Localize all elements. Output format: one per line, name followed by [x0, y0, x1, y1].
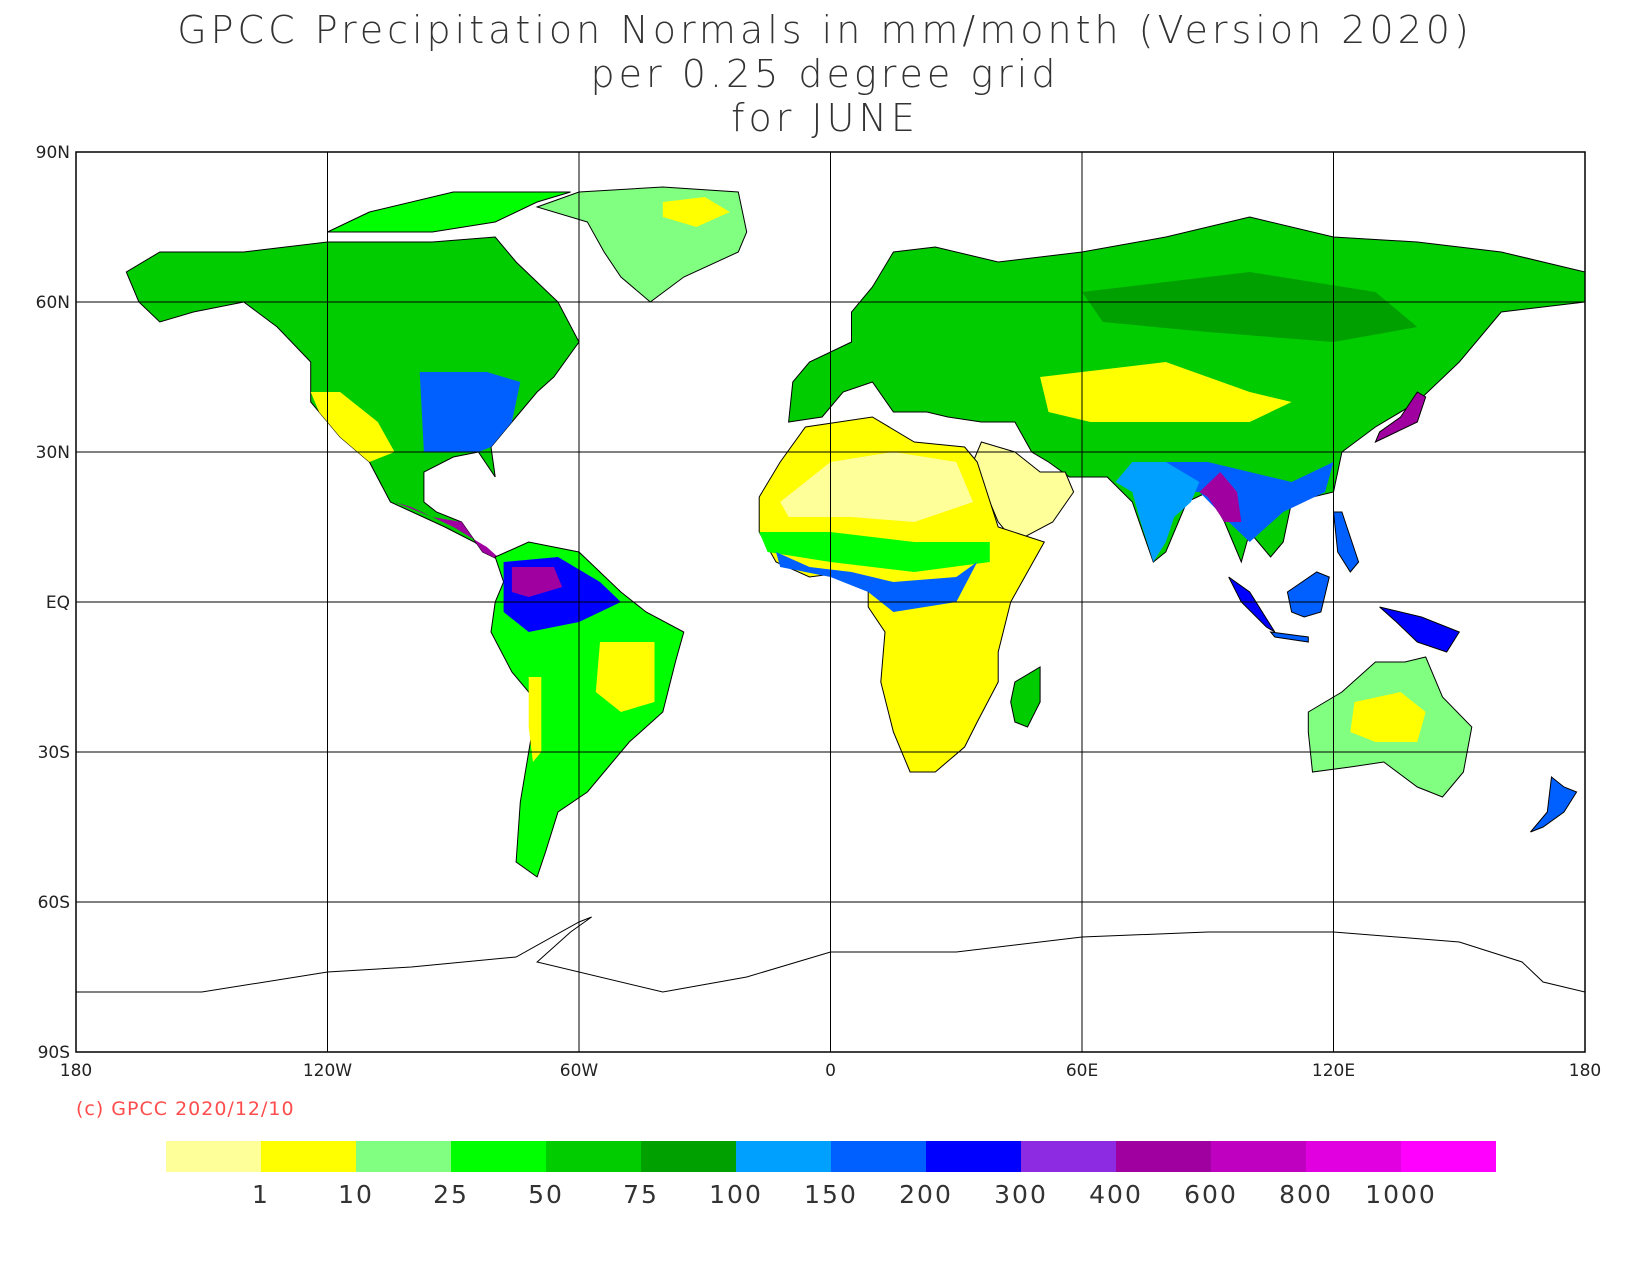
colombia-very-wet	[511, 567, 563, 597]
lon-tick-label: 0	[825, 1061, 836, 1081]
colorbar-label: 75	[623, 1180, 659, 1209]
colorbar-labels: 1 10 25 50 75 100 150 200 300 400 600 800 1000	[166, 1180, 1496, 1210]
lat-tick-label: 90S	[38, 1043, 70, 1063]
axis-tick-labels: 180 120W 60W 0 60E 120E 180 90N 60N 30N EQ 30S 60S 90…	[36, 143, 1602, 1081]
java-land	[1269, 631, 1309, 643]
map-title: GPCC Precipitation Normals in mm/month (…	[0, 8, 1650, 140]
colorbar-segment	[356, 1141, 451, 1172]
colorbar-label: 600	[1184, 1180, 1238, 1209]
equatorial-africa-wet	[776, 552, 978, 612]
precipitation-map: 180 120W 60W 0 60E 120E 180 90N 60N 30N EQ 30S 60S 90…	[36, 143, 1602, 1081]
colorbar-label: 25	[433, 1180, 469, 1209]
lon-tick-label: 120E	[1312, 1061, 1355, 1081]
colorbar-label: 800	[1279, 1180, 1333, 1209]
colorbar-label: 300	[994, 1180, 1048, 1209]
australia-interior-dry	[1350, 692, 1426, 742]
colorbar-label: 150	[804, 1180, 858, 1209]
north-america-land	[125, 236, 580, 563]
colorbar-label: 200	[899, 1180, 953, 1209]
philippines-land	[1332, 511, 1360, 573]
greenland-dry	[662, 197, 730, 227]
title-line-1: GPCC Precipitation Normals in mm/month (…	[177, 8, 1473, 52]
lat-tick-label: 30N	[36, 443, 70, 463]
colorbar-segment	[1306, 1141, 1401, 1172]
title-line-2: per 0.25 degree grid	[590, 52, 1060, 96]
lon-tick-label: 60E	[1066, 1061, 1098, 1081]
japan-land	[1374, 391, 1427, 444]
lon-tick-label: 180	[1569, 1061, 1601, 1081]
title-line-3: for JUNE	[731, 96, 919, 140]
colorbar-segment	[831, 1141, 926, 1172]
colorbar	[166, 1141, 1496, 1172]
new-guinea-land	[1379, 606, 1461, 653]
new-zealand-land	[1530, 776, 1578, 833]
lon-tick-label: 120W	[303, 1061, 352, 1081]
lat-lon-grid	[76, 152, 1585, 1052]
central-asia-dry	[1040, 362, 1292, 422]
colorbar-segment	[1021, 1141, 1116, 1172]
lat-tick-label: EQ	[46, 593, 70, 613]
sahara-very-dry	[780, 452, 973, 522]
north-america-sw-dry	[310, 392, 395, 462]
colorbar-segment	[736, 1141, 831, 1172]
colorbar-segment	[1401, 1141, 1496, 1172]
borneo-land	[1286, 571, 1330, 618]
monsoon-very-wet	[1199, 472, 1242, 522]
colorbar-segment	[546, 1141, 641, 1172]
colorbar-segment	[926, 1141, 1021, 1172]
map-frame	[75, 151, 1586, 1053]
brazil-dry	[595, 642, 655, 712]
colorbar-label: 100	[709, 1180, 763, 1209]
lat-tick-label: 90N	[36, 143, 70, 163]
atacama-dry	[528, 677, 542, 762]
central-america-wet	[394, 502, 504, 562]
sahel-belt	[759, 532, 990, 572]
colorbar-label: 400	[1089, 1180, 1143, 1209]
colorbar-segment	[451, 1141, 546, 1172]
arctic-islands-land	[327, 191, 571, 233]
lat-tick-label: 60N	[36, 293, 70, 313]
colorbar-label: 1000	[1365, 1180, 1437, 1209]
colorbar-segment	[641, 1141, 736, 1172]
copyright-note: (c) GPCC 2020/12/10	[76, 1098, 295, 1120]
colorbar-label: 10	[338, 1180, 374, 1209]
colorbar-segment	[1116, 1141, 1211, 1172]
colorbar-label: 1	[252, 1180, 270, 1209]
colorbar-segment	[1211, 1141, 1306, 1172]
colorbar-segment	[261, 1141, 356, 1172]
lat-tick-label: 60S	[38, 893, 70, 913]
colorbar-segment	[166, 1141, 261, 1172]
colorbar-label: 50	[528, 1180, 564, 1209]
lat-tick-label: 30S	[38, 743, 70, 763]
lon-tick-label: 180	[60, 1061, 92, 1081]
south-asia-wet	[1157, 462, 1334, 542]
sumatra-land	[1228, 576, 1276, 633]
north-america-east-wet	[419, 372, 521, 452]
madagascar-land	[1010, 666, 1041, 728]
lon-tick-label: 60W	[560, 1061, 599, 1081]
india-land	[1115, 462, 1200, 562]
